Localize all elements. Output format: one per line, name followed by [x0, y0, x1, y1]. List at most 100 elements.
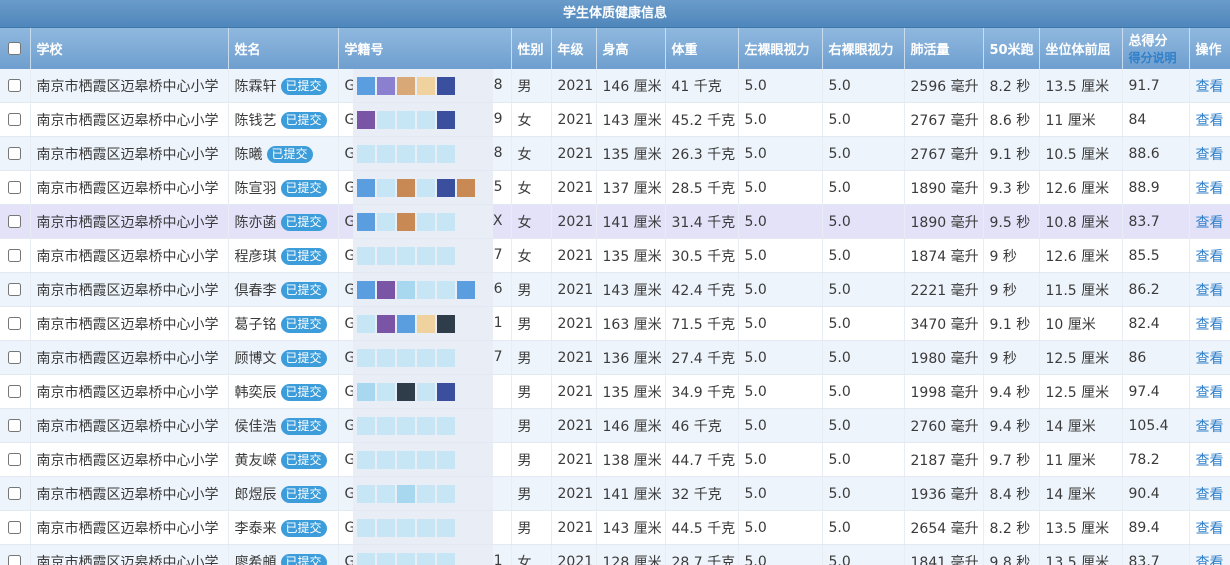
- view-link[interactable]: 查看: [1195, 384, 1224, 401]
- header-run-50m[interactable]: 50米跑: [983, 28, 1040, 69]
- cell-left-eye: 5.0: [738, 102, 823, 137]
- cell-sit-reach: 14 厘米: [1039, 476, 1123, 511]
- header-weight[interactable]: 体重: [665, 28, 739, 69]
- cell-weight: 44.5 千克: [665, 510, 739, 545]
- cell-height: 146 厘米: [596, 408, 666, 443]
- table-row[interactable]: 南京市栖霞区迈皋桥中心小学 顾博文 已提交 G 7 男 2021 136 厘米 27.4 千克 5…: [0, 340, 1230, 375]
- cell-gender: 女: [511, 102, 552, 137]
- mosaic-block: [376, 144, 395, 163]
- cell-vital-capacity: 1874 毫升: [904, 238, 984, 273]
- cell-right-eye: 5.0: [822, 102, 905, 137]
- row-checkbox[interactable]: [8, 215, 22, 228]
- row-checkbox[interactable]: [8, 181, 22, 194]
- cell-weight: 28.7 千克: [665, 544, 739, 565]
- status-badge: 已提交: [280, 214, 327, 231]
- row-checkbox[interactable]: [8, 521, 22, 534]
- row-checkbox[interactable]: [8, 555, 22, 565]
- cell-left-eye: 5.0: [738, 374, 823, 409]
- row-checkbox[interactable]: [8, 453, 22, 466]
- table-row[interactable]: 南京市栖霞区迈皋桥中心小学 陈钱艺 已提交 G 9 女 2021 143 厘米 45.2 千克 5…: [0, 102, 1230, 137]
- table-row[interactable]: 南京市栖霞区迈皋桥中心小学 侯佳浩 已提交 G 男 2021 146 厘米 46 千克 5.0 5…: [0, 408, 1230, 443]
- table-row[interactable]: 南京市栖霞区迈皋桥中心小学 陈宣羽 已提交 G 5 女 2021 137 厘米 28.5 千克 5…: [0, 170, 1230, 205]
- student-id-suffix: 8: [493, 145, 503, 161]
- student-name: 韩奕辰: [234, 384, 277, 401]
- mosaic-block: [376, 348, 395, 367]
- table-row[interactable]: 南京市栖霞区迈皋桥中心小学 葛子铭 已提交 G 1 男 2021 163 厘米 71.5 千克 5…: [0, 306, 1230, 341]
- view-link[interactable]: 查看: [1195, 418, 1224, 435]
- header-right-eye[interactable]: 右裸眼视力: [822, 28, 905, 69]
- header-name[interactable]: 姓名: [228, 28, 339, 69]
- table-row[interactable]: 南京市栖霞区迈皋桥中心小学 韩奕辰 已提交 G 男 2021 135 厘米 34.9 千克 5.…: [0, 374, 1230, 409]
- row-checkbox[interactable]: [8, 419, 22, 432]
- mosaic-block: [356, 280, 375, 299]
- table-row[interactable]: 南京市栖霞区迈皋桥中心小学 黄友嵘 已提交 G 男 2021 138 厘米 44.7 千克 5.…: [0, 442, 1230, 477]
- mosaic-block: [436, 212, 455, 231]
- cell-student-id: G: [338, 374, 512, 409]
- mosaic-block: [416, 484, 435, 503]
- table-row[interactable]: 南京市栖霞区迈皋桥中心小学 陈霖轩 已提交 G 8 男 2021 146 厘米 41 千克 5.0…: [0, 69, 1230, 103]
- mosaic-block: [396, 484, 415, 503]
- table-row[interactable]: 南京市栖霞区迈皋桥中心小学 郎煜辰 已提交 G 男 2021 141 厘米 32 千克 5.0 5…: [0, 476, 1230, 511]
- table-row[interactable]: 南京市栖霞区迈皋桥中心小学廖希頔已提交G3211女2021128 厘米28.7 …: [0, 544, 1230, 565]
- header-left-eye[interactable]: 左裸眼视力: [738, 28, 823, 69]
- table-row[interactable]: 南京市栖霞区迈皋桥中心小学 陈曦 已提交 G 8 女 2021 135 厘米 26.3 千克 5.…: [0, 136, 1230, 171]
- view-link[interactable]: 查看: [1195, 316, 1224, 333]
- student-id-prefix: G: [344, 281, 356, 298]
- table-row[interactable]: 南京市栖霞区迈皋桥中心小学 倶春李 已提交 G 6 男 2021 143 厘米 42.4 千克 5…: [0, 272, 1230, 307]
- score-note-link[interactable]: 得分说明: [1128, 50, 1177, 65]
- view-link[interactable]: 查看: [1195, 248, 1224, 265]
- view-link[interactable]: 查看: [1195, 146, 1224, 163]
- row-checkbox[interactable]: [8, 351, 22, 364]
- view-link[interactable]: 查看: [1195, 486, 1224, 503]
- select-all-checkbox[interactable]: [8, 42, 22, 55]
- view-link[interactable]: 查看: [1195, 180, 1224, 197]
- row-checkbox[interactable]: [8, 113, 22, 126]
- header-school[interactable]: 学校: [30, 28, 229, 69]
- cell-action: 查看: [1189, 306, 1230, 341]
- view-link[interactable]: 查看: [1195, 520, 1224, 537]
- view-link[interactable]: 查看: [1195, 112, 1224, 129]
- header-total-score[interactable]: 总得分 得分说明: [1122, 28, 1190, 69]
- view-link[interactable]: 查看: [1195, 452, 1224, 469]
- view-link[interactable]: 查看: [1195, 350, 1224, 367]
- header-student-id[interactable]: 学籍号: [338, 28, 512, 69]
- cell-weight: 46 千克: [665, 408, 739, 443]
- cell-vital-capacity: 1890 毫升: [904, 170, 984, 205]
- view-link[interactable]: 查看: [1195, 282, 1224, 299]
- row-checkbox[interactable]: [8, 147, 22, 160]
- cell-run-50m: 9.4 秒: [983, 374, 1040, 409]
- view-link[interactable]: 查看: [1195, 78, 1224, 95]
- cell-total-score: 88.6: [1122, 136, 1190, 171]
- row-checkbox[interactable]: [8, 385, 22, 398]
- cell-school: 南京市栖霞区迈皋桥中心小学: [30, 238, 229, 273]
- cell-grade: 2021: [551, 204, 597, 239]
- cell-name: 侯佳浩 已提交: [228, 408, 339, 443]
- status-badge: 已提交: [266, 146, 313, 163]
- cell-gender: 男: [511, 476, 552, 511]
- header-total-score-label: 总得分: [1128, 33, 1168, 49]
- header-height[interactable]: 身高: [596, 28, 666, 69]
- view-link[interactable]: 查看: [1195, 554, 1224, 565]
- row-checkbox[interactable]: [8, 317, 22, 330]
- header-grade[interactable]: 年级: [551, 28, 597, 69]
- row-select-cell: [0, 374, 31, 409]
- row-checkbox[interactable]: [8, 283, 22, 296]
- row-checkbox[interactable]: [8, 487, 22, 500]
- row-checkbox[interactable]: [8, 79, 22, 92]
- cell-total-score: 84: [1122, 102, 1190, 137]
- table-row[interactable]: 南京市栖霞区迈皋桥中心小学 程彦琪 已提交 G 7 女 2021 135 厘米 30.5 千克 5…: [0, 238, 1230, 273]
- header-sit-reach[interactable]: 坐位体前屈: [1039, 28, 1123, 69]
- header-gender[interactable]: 性别: [511, 28, 552, 69]
- row-select-cell: [0, 306, 31, 341]
- table-row[interactable]: 南京市栖霞区迈皋桥中心小学 陈亦菡 已提交 G X 女 2021 141 厘米 31.4 千克 5…: [0, 204, 1230, 239]
- view-link[interactable]: 查看: [1195, 214, 1224, 231]
- header-vital-capacity[interactable]: 肺活量: [904, 28, 984, 69]
- row-checkbox[interactable]: [8, 249, 22, 262]
- mosaic-block: [456, 178, 475, 197]
- cell-student-id: G: [338, 476, 512, 511]
- cell-height: 141 厘米: [596, 204, 666, 239]
- cell-total-score: 105.4: [1122, 408, 1190, 443]
